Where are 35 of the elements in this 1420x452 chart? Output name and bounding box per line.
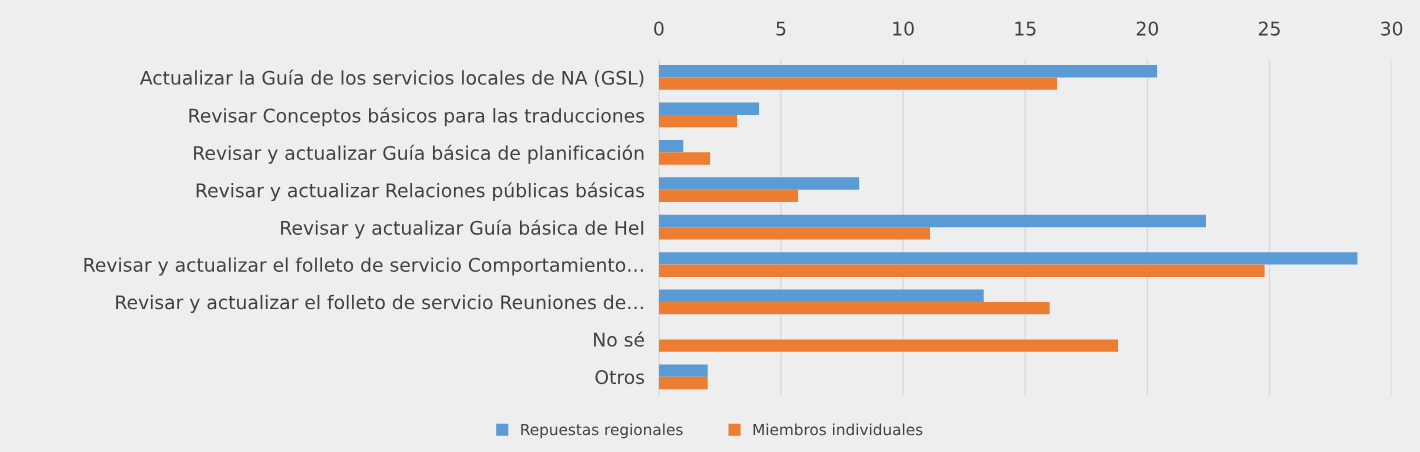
bar — [658, 102, 760, 115]
x-tick-label: 0 — [654, 21, 664, 36]
x-tick-label: 10 — [893, 21, 914, 36]
bar — [658, 289, 984, 302]
y-tick-label: Revisar y actualizar el folleto de servicio Comportamiento… — [84, 257, 643, 276]
bar — [658, 189, 799, 203]
bar — [658, 214, 1206, 228]
bar — [658, 376, 708, 390]
bar — [658, 139, 684, 153]
bar — [658, 364, 708, 377]
bar — [658, 339, 1119, 352]
bar — [658, 177, 860, 190]
y-tick-label: Otros — [595, 370, 645, 385]
bar — [658, 77, 1057, 90]
bar — [658, 227, 930, 240]
bar — [658, 65, 1158, 78]
bar — [658, 152, 711, 165]
y-tick-label: No sé — [594, 331, 644, 347]
bar — [658, 114, 738, 128]
x-tick-label: 25 — [1258, 21, 1280, 36]
y-tick-label: Revisar Conceptos básicos para las traducciones — [189, 107, 645, 127]
y-tick-label: Revisar y actualizar Relaciones públicas básicas — [196, 182, 645, 202]
bar — [658, 264, 1265, 277]
x-tick-label: 30 — [1381, 21, 1403, 36]
bar — [658, 301, 1050, 315]
legend-label: Miembros individuales — [753, 423, 923, 436]
y-tick-label: Revisar y actualizar el folleto de servicio Reuniones de… — [116, 294, 643, 313]
x-tick-label: 15 — [1015, 21, 1036, 36]
y-tick-label: Actualizar la Guía de los servicios locales de NA (GSL) — [139, 69, 644, 88]
y-tick-label: Revisar y actualizar Guía básica de HeI — [281, 219, 644, 239]
y-tick-label: Revisar y actualizar Guía básica de planificación — [194, 144, 644, 164]
x-tick-label: 20 — [1136, 21, 1159, 36]
legend-label: Repuestas regionales — [521, 423, 683, 439]
x-tick-label: 5 — [776, 21, 786, 36]
bar — [658, 252, 1358, 265]
